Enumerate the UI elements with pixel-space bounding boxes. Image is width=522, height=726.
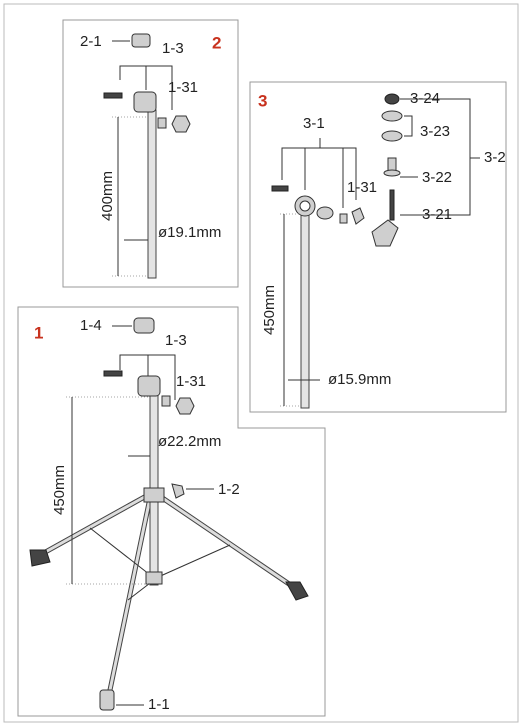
foot	[29, 549, 51, 567]
wing-bolt	[171, 483, 185, 499]
part-label: 1-31	[347, 179, 377, 196]
bracket-hub	[145, 571, 163, 585]
nut	[161, 395, 171, 407]
spacer	[381, 130, 403, 142]
pole	[300, 211, 310, 409]
leg	[108, 497, 152, 691]
foot	[285, 581, 309, 601]
part-label: 3-2	[484, 149, 506, 166]
diameter-label: ø19.1mm	[158, 224, 221, 241]
knob	[384, 93, 400, 105]
ball-joint	[371, 219, 399, 247]
part-label: 3-1	[303, 115, 325, 132]
panel-number: 2	[212, 33, 221, 52]
clamp	[133, 91, 157, 113]
part-icon	[133, 317, 155, 334]
brace	[155, 544, 231, 579]
part-label: 3-24	[410, 90, 440, 107]
part-label: 1-2	[218, 481, 240, 498]
part-label: 1-3	[165, 332, 187, 349]
length-label: 450mm	[51, 465, 68, 515]
bracket	[281, 147, 357, 200]
bolt	[271, 185, 289, 192]
pole	[147, 109, 157, 279]
part-label: 3-21	[422, 206, 452, 223]
diameter-label: ø22.2mm	[158, 433, 221, 450]
part-label: 1-4	[80, 317, 102, 334]
part-label: 1-1	[148, 696, 170, 713]
leg	[157, 493, 296, 590]
bracket	[400, 98, 471, 216]
foot-tip	[99, 689, 115, 711]
part-label: 3-23	[420, 123, 450, 140]
spacer	[381, 110, 403, 122]
washer	[383, 169, 401, 177]
part-label: 2-1	[80, 33, 102, 50]
panel-1: 1 1-4 1-3 1-31 1-2 1-1 450	[17, 306, 326, 717]
length-label: 450mm	[261, 285, 278, 335]
diameter-label: ø15.9mm	[328, 371, 391, 388]
rod	[389, 189, 395, 221]
bolt	[103, 92, 123, 99]
nut	[157, 117, 167, 129]
part-label: 3-22	[422, 169, 452, 186]
wing-bolt	[171, 115, 191, 133]
panel-border	[17, 306, 326, 717]
wing-bolt	[351, 207, 365, 225]
length-label: 400mm	[99, 171, 116, 221]
brace	[89, 527, 155, 579]
panel-number: 3	[258, 91, 267, 110]
panel-number: 1	[34, 323, 43, 342]
clamp	[137, 375, 161, 397]
eye-hole	[299, 200, 311, 212]
panel-2: 2 2-1 1-3 1-31 400mm ø19.1mm	[62, 19, 239, 288]
part-label: 1-31	[176, 373, 206, 390]
nut	[339, 213, 348, 224]
spring	[316, 206, 334, 220]
leg-hub	[143, 487, 165, 503]
leg	[39, 493, 149, 557]
part-icon	[131, 33, 151, 48]
panel-border	[249, 81, 507, 413]
part-label: 1-3	[162, 40, 184, 57]
panel-3: 3 3-24 3-23 3-2 3-1 1-31 3-22 3-21 450mm	[249, 81, 507, 413]
bolt	[103, 370, 123, 377]
wing-bolt	[175, 397, 195, 415]
part-label: 1-31	[168, 79, 198, 96]
bracket	[404, 115, 413, 137]
